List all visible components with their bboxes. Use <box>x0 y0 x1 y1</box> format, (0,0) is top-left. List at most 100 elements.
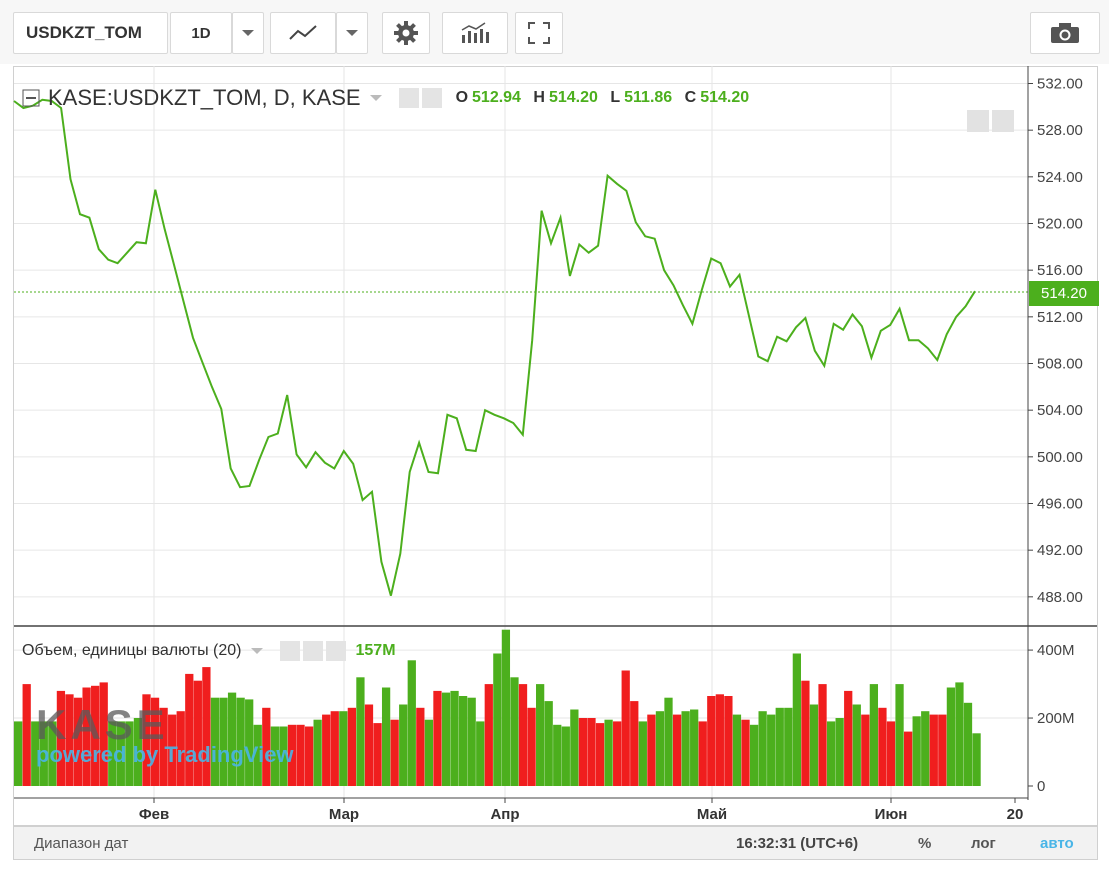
indicators-button[interactable] <box>442 12 508 54</box>
close-icon[interactable] <box>325 641 346 661</box>
volume-tick-label: 0 <box>1037 778 1045 795</box>
log-toggle[interactable]: лог <box>971 835 996 852</box>
toolbar: USDKZT_TOM 1D <box>0 0 1109 64</box>
collapse-icon[interactable] <box>22 89 40 107</box>
volume-bar <box>732 714 742 786</box>
camera-icon <box>1051 23 1079 43</box>
time-tick-label: Фев <box>139 806 169 823</box>
volume-bar <box>775 707 784 786</box>
volume-bar <box>458 696 468 786</box>
volume-bar <box>381 687 391 786</box>
volume-value: 157M <box>355 642 396 659</box>
volume-bar <box>536 684 545 786</box>
interval-button[interactable]: 1D <box>170 12 232 54</box>
volume-bar <box>108 721 117 786</box>
volume-bar <box>681 711 690 786</box>
kase-logo: KASE powered by TradingView <box>36 704 294 768</box>
price-series-line <box>13 98 976 596</box>
volume-bar <box>270 726 279 786</box>
volume-bar <box>561 726 570 786</box>
eye-icon[interactable] <box>398 88 419 108</box>
chart-style-button[interactable] <box>270 12 336 54</box>
volume-bar <box>219 697 228 786</box>
chevron-down-icon[interactable] <box>250 646 264 656</box>
gear-icon[interactable] <box>302 641 323 661</box>
volume-bar <box>741 719 750 786</box>
gear-icon[interactable] <box>421 88 442 108</box>
scroll-down-icon[interactable] <box>967 110 989 132</box>
price-tick-label: 524.00 <box>1037 169 1083 186</box>
volume-bar <box>895 684 904 786</box>
symbol-button[interactable]: USDKZT_TOM <box>13 12 168 54</box>
volume-bar <box>279 726 288 786</box>
volume-bar <box>938 714 947 786</box>
snapshot-button[interactable] <box>1030 12 1100 54</box>
chevron-down-icon[interactable] <box>369 93 383 103</box>
volume-bar <box>210 697 220 786</box>
volume-bar <box>784 707 793 786</box>
volume-tick-label: 400M <box>1037 642 1075 659</box>
date-range-button[interactable]: Диапазон дат <box>34 835 129 852</box>
volume-bar <box>621 670 630 786</box>
volume-bar <box>202 667 211 786</box>
volume-bar <box>450 690 459 786</box>
volume-bar <box>527 707 536 786</box>
volume-bar <box>630 701 639 786</box>
chevron-down-icon <box>242 30 254 36</box>
volume-bar <box>544 701 553 786</box>
volume-bar <box>613 721 622 786</box>
scroll-up-icon[interactable] <box>992 110 1014 132</box>
volume-bar <box>886 721 896 786</box>
volume-bar <box>339 711 348 786</box>
volume-bar <box>262 707 271 786</box>
volume-bar <box>715 694 724 786</box>
volume-bar <box>690 709 699 786</box>
volume-bar <box>407 660 416 786</box>
interval-dropdown-button[interactable] <box>232 12 264 54</box>
volume-bar <box>809 704 819 786</box>
volume-bar <box>304 726 314 786</box>
volume-bar <box>852 704 861 786</box>
fullscreen-button[interactable] <box>515 12 563 54</box>
volume-bar <box>570 709 579 786</box>
price-tick-label: 492.00 <box>1037 542 1083 559</box>
volume-bar <box>749 724 759 786</box>
volume-bar <box>99 682 108 786</box>
time-tick-label: Апр <box>490 806 519 823</box>
volume-bar <box>801 680 810 786</box>
volume-bar <box>65 694 74 786</box>
volume-bar <box>638 721 647 786</box>
volume-bar <box>476 721 485 786</box>
volume-bar <box>39 721 48 786</box>
volume-bar <box>82 687 91 786</box>
price-tick-label: 508.00 <box>1037 356 1083 373</box>
time-tick-label: 20 <box>1007 806 1024 823</box>
volume-bar <box>493 653 502 786</box>
chart-style-dropdown-button[interactable] <box>336 12 368 54</box>
volume-bar <box>707 696 716 786</box>
percent-toggle[interactable]: % <box>918 835 932 852</box>
volume-bar <box>150 697 160 786</box>
price-tick-label: 516.00 <box>1037 262 1083 279</box>
volume-tick-label: 200M <box>1037 710 1075 727</box>
volume-bar <box>313 719 322 786</box>
volume-bar <box>125 721 134 786</box>
volume-bar <box>287 724 297 786</box>
footer-bar: Диапазон дат 16:32:31 (UTC+6) % лог авто <box>13 826 1098 860</box>
volume-title: Объем, единицы валюты (20) <box>22 642 242 659</box>
price-tick-label: 520.00 <box>1037 216 1083 233</box>
eye-icon[interactable] <box>279 641 300 661</box>
last-price-tag: 514.20 <box>1029 281 1099 306</box>
auto-toggle[interactable]: авто <box>1040 835 1074 852</box>
volume-bar <box>373 723 382 786</box>
volume-bar <box>698 721 707 786</box>
time-tick-label: Июн <box>875 806 908 823</box>
volume-bar <box>245 699 254 786</box>
volume-bar <box>792 653 801 786</box>
volume-bar <box>48 721 57 786</box>
price-tick-label: 488.00 <box>1037 589 1083 606</box>
volume-bar <box>921 711 930 786</box>
volume-bar <box>142 694 151 786</box>
settings-button[interactable] <box>382 12 430 54</box>
